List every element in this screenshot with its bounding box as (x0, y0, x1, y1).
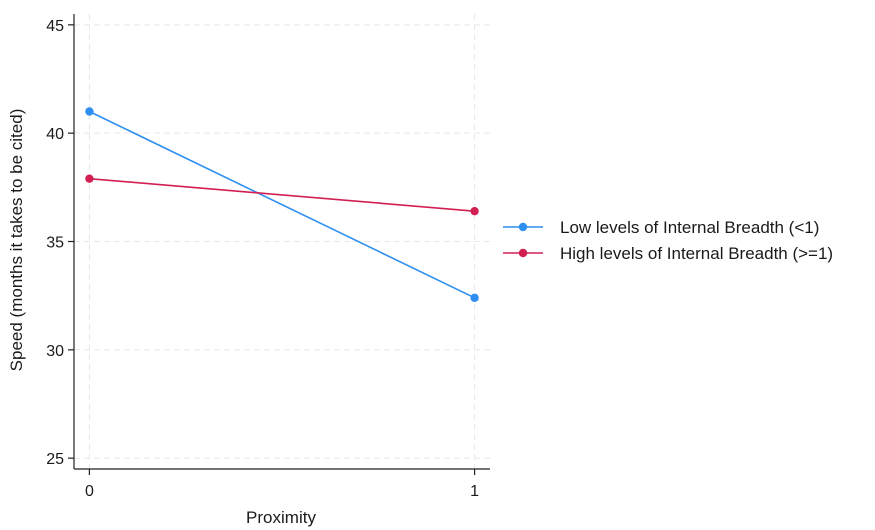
legend-swatch-marker (518, 248, 528, 258)
x-tick-label: 1 (470, 483, 479, 500)
gridlines (74, 14, 490, 469)
legend-label: High levels of Internal Breadth (>=1) (560, 244, 833, 263)
y-tick-label: 35 (46, 235, 64, 252)
legend-label: Low levels of Internal Breadth (<1) (560, 218, 819, 237)
y-tick-label: 40 (46, 126, 64, 143)
series-point-0-0 (85, 107, 94, 116)
series-point-1-0 (85, 174, 94, 183)
series-point-1-1 (470, 206, 479, 216)
series-group (85, 107, 479, 303)
series-line-1 (89, 177, 475, 212)
series-line-0 (89, 110, 475, 299)
legend: Low levels of Internal Breadth (<1) High … (503, 218, 833, 263)
legend-swatch-marker (518, 222, 528, 232)
y-axis-title: Speed (months it takes to be cited) (7, 109, 26, 372)
y-tick-label: 25 (46, 451, 64, 468)
x-axis-title: Proximity (246, 508, 316, 527)
y-ticks: 25 30 35 40 45 (46, 18, 74, 468)
x-tick-label: 0 (85, 483, 94, 500)
y-tick-label: 30 (46, 343, 64, 360)
y-tick-label: 45 (46, 18, 64, 35)
series-point-0-1 (470, 293, 479, 303)
